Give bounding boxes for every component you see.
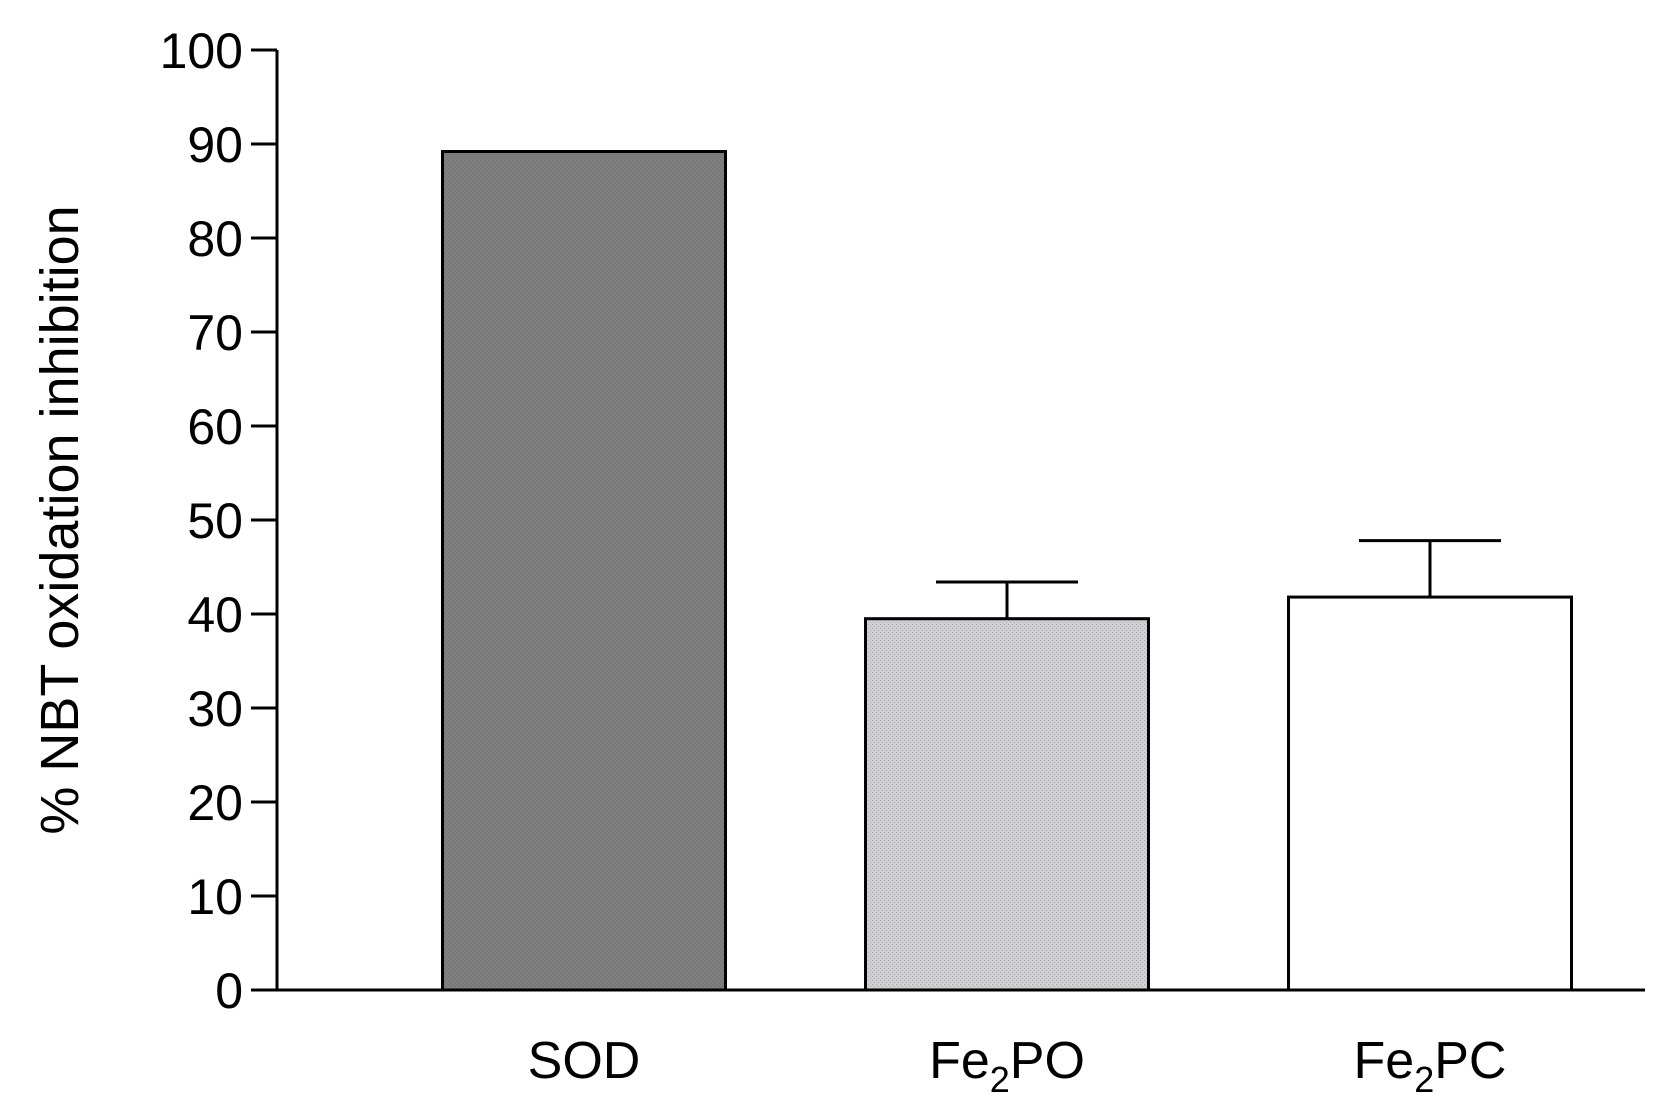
y-tick-label: 60 xyxy=(187,399,243,455)
bar-texture xyxy=(865,618,1149,990)
y-tick-label: 40 xyxy=(187,587,243,643)
y-tick-label: 90 xyxy=(187,117,243,173)
y-tick-label: 80 xyxy=(187,211,243,267)
y-tick-label: 70 xyxy=(187,305,243,361)
x-category-label: Fe2PO xyxy=(929,1032,1085,1100)
y-axis-title-group: % NBT oxidation inhibition xyxy=(30,205,90,834)
bars xyxy=(441,150,1573,992)
bar-texture xyxy=(442,151,726,990)
y-tick-label: 30 xyxy=(187,681,243,737)
bar-fe2pc xyxy=(1287,595,1573,992)
y-axis: 0 10 20 30 40 50 60 70 80 90 100 xyxy=(160,23,279,1019)
y-tick-label: 100 xyxy=(160,23,243,79)
y-tick-label: 50 xyxy=(187,493,243,549)
x-category-label: SOD xyxy=(528,1032,641,1090)
y-tick-label: 20 xyxy=(187,775,243,831)
x-axis: SOD Fe2PO Fe2PC xyxy=(277,988,1645,1100)
y-tick-label: 0 xyxy=(215,963,243,1019)
y-tick-label: 10 xyxy=(187,869,243,925)
y-axis-title: % NBT oxidation inhibition xyxy=(30,205,90,834)
x-category-label: Fe2PC xyxy=(1354,1032,1507,1100)
